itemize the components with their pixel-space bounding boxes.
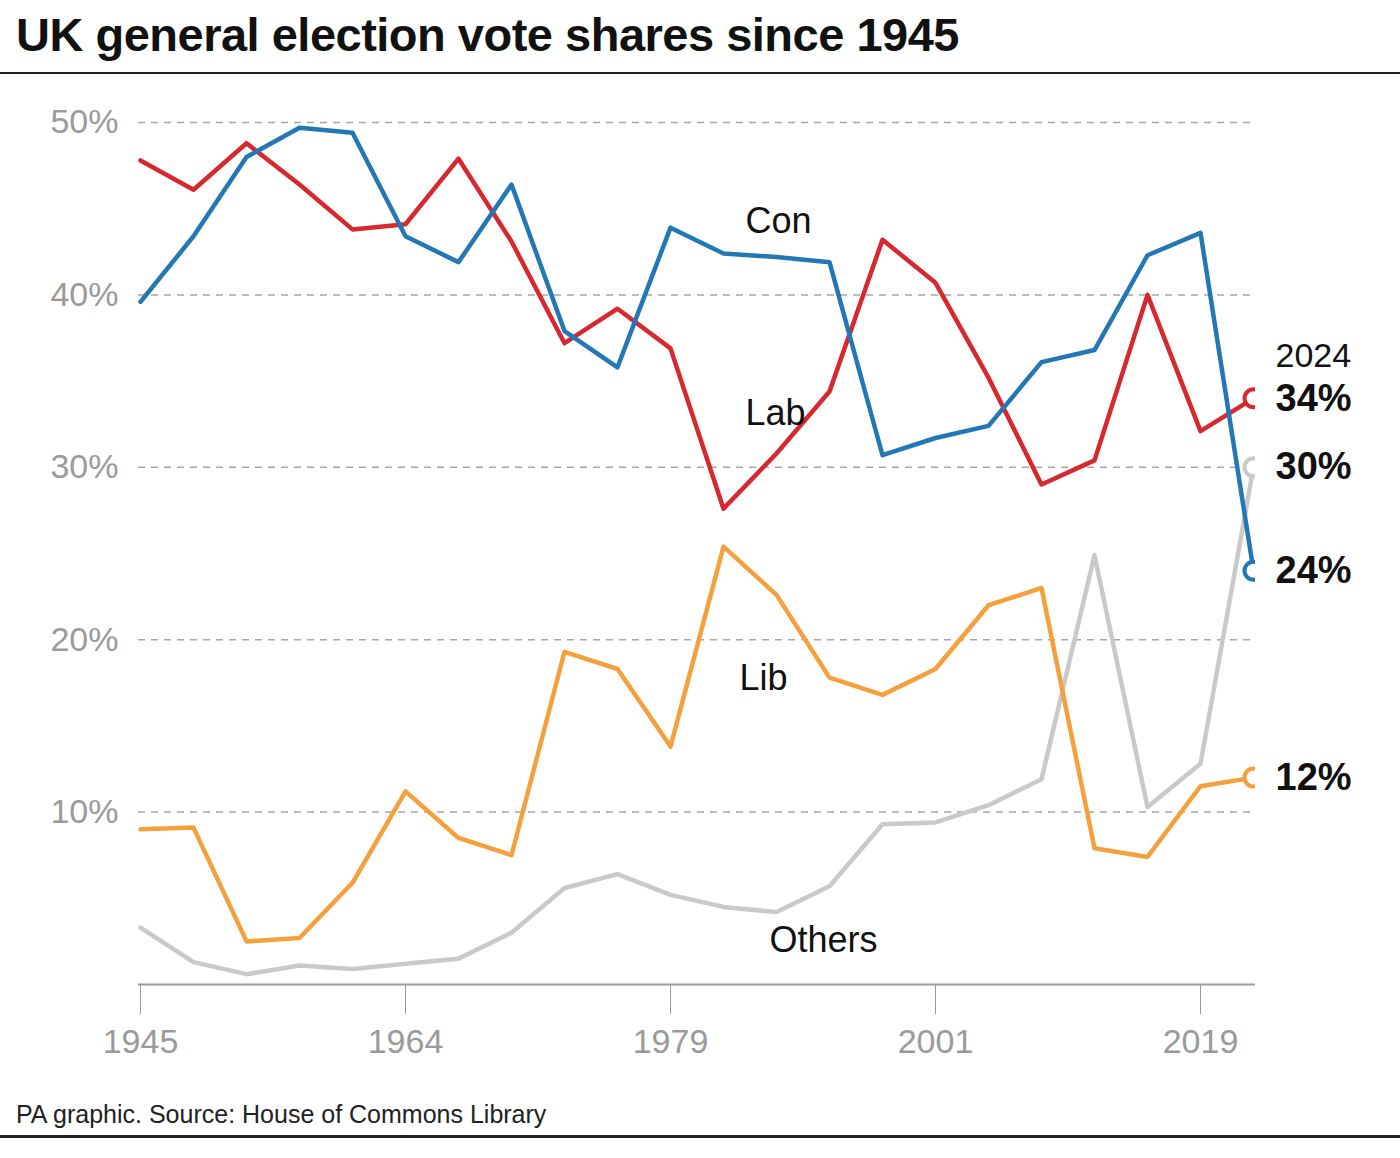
- svg-text:40%: 40%: [50, 275, 118, 313]
- svg-text:2001: 2001: [898, 1022, 974, 1060]
- svg-text:30%: 30%: [1276, 445, 1352, 487]
- html-text:UK general election vote share: UK general election vote shares since 19…: [16, 8, 959, 61]
- svg-text:20%: 20%: [50, 620, 118, 658]
- svg-text:10%: 10%: [50, 792, 118, 830]
- svg-text:Lib: Lib: [740, 657, 788, 698]
- svg-text:2019: 2019: [1163, 1022, 1239, 1060]
- svg-text:1979: 1979: [633, 1022, 709, 1060]
- svg-text:2024: 2024: [1276, 336, 1352, 374]
- svg-text:Con: Con: [746, 200, 812, 241]
- svg-text:12%: 12%: [1276, 756, 1352, 798]
- svg-text:1945: 1945: [103, 1022, 179, 1060]
- svg-text:Lab: Lab: [746, 392, 806, 433]
- html-text:PA graphic. Source: House of C: PA graphic. Source: House of Commons Lib…: [16, 1100, 547, 1128]
- svg-text:30%: 30%: [50, 447, 118, 485]
- svg-text:Others: Others: [770, 919, 878, 960]
- svg-text:34%: 34%: [1276, 377, 1352, 419]
- svg-text:1964: 1964: [368, 1022, 444, 1060]
- svg-text:24%: 24%: [1276, 549, 1352, 591]
- svg-text:50%: 50%: [50, 102, 118, 140]
